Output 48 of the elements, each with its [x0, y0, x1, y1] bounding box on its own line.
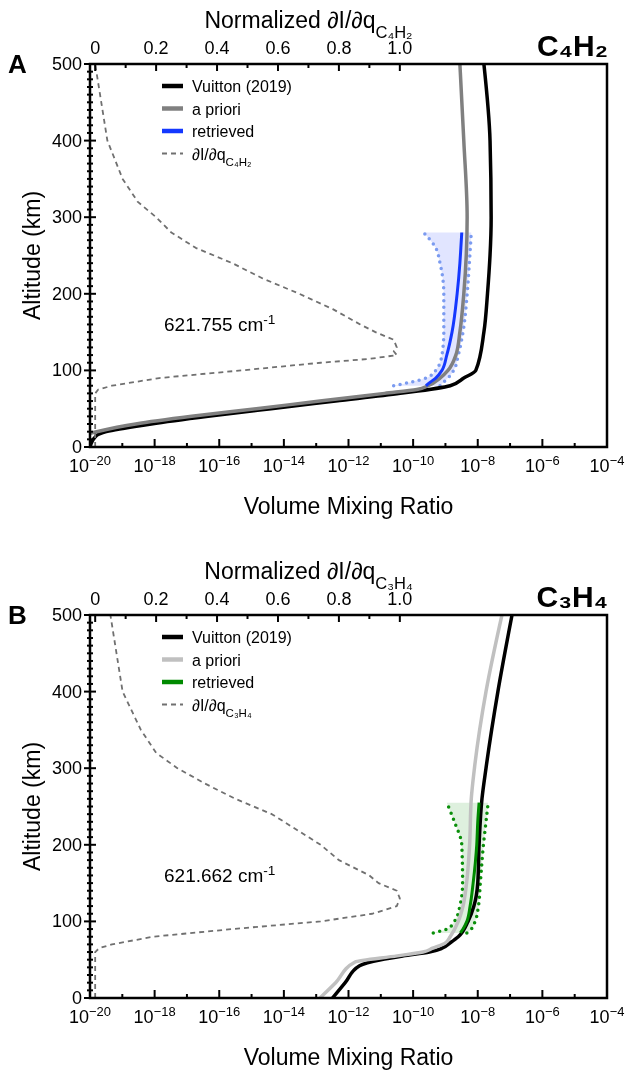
x-tick-label: 10$^{−4}$: [589, 452, 625, 476]
text: B: [8, 600, 27, 630]
legend-label: a priori: [192, 100, 241, 118]
x-tick-label: 10$^{−6}$: [524, 452, 560, 476]
x-tick-label: 10$^{−12}$: [327, 452, 370, 476]
y-tick-label: 400: [51, 681, 82, 702]
legend-label: a priori: [192, 651, 241, 669]
x2-tick-label: 0: [90, 38, 101, 58]
chart-title: C₄H₂: [537, 29, 608, 62]
x-tick-label: 10$^{−8}$: [460, 1003, 496, 1027]
legend-label: retrieved: [192, 674, 255, 691]
y-axis-title: Altitude (km): [19, 190, 45, 321]
x-tick-label: 10$^{−8}$: [460, 452, 496, 476]
x-tick-label: 10$^{−16}$: [198, 452, 241, 476]
legend-label: Vuitton (2019): [192, 78, 292, 95]
text: A: [8, 49, 27, 79]
x2-tick-label: 0.2: [143, 589, 169, 609]
x-tick-label: 10$^{−18}$: [133, 1003, 176, 1027]
x-tick-label: 10$^{−4}$: [589, 1003, 625, 1027]
x-axis-title: Volume Mixing Ratio: [243, 493, 454, 519]
annotation: 621.755 cm$^{-1}$: [164, 311, 276, 335]
y-tick-label: 100: [51, 911, 82, 932]
x-tick-label: 10$^{−18}$: [133, 452, 176, 476]
legend-label: ∂I/∂q$_{C₃H₄}$: [192, 696, 252, 719]
y-tick-label: 200: [51, 834, 82, 855]
y-tick-label: 400: [51, 130, 82, 151]
y-tick-label: 200: [51, 283, 82, 304]
x-tick-label: 10$^{−16}$: [198, 1003, 241, 1027]
y-tick-label: 500: [51, 54, 82, 74]
y-tick-label: 300: [51, 207, 82, 228]
y-tick-label: 500: [51, 605, 82, 625]
legend-label: Vuitton (2019): [192, 629, 292, 646]
x2-tick-label: 0: [90, 589, 101, 609]
y-tick-label: 100: [51, 360, 82, 381]
x-tick-label: 10$^{−10}$: [392, 452, 435, 476]
x2-tick-label: 0.2: [143, 38, 169, 58]
x-tick-label: 10$^{−14}$: [262, 1003, 305, 1027]
x-tick-label: 10$^{−10}$: [392, 1003, 435, 1027]
x-tick-label: 10$^{−12}$: [327, 1003, 370, 1027]
annotation: 621.662 cm$^{-1}$: [164, 862, 276, 886]
y-axis-title: Altitude (km): [19, 741, 45, 872]
legend-label: ∂I/∂q$_{C₄H₂}$: [192, 145, 252, 168]
x-axis-title: Volume Mixing Ratio: [243, 1044, 454, 1070]
x-tick-label: 10$^{−6}$: [524, 1003, 560, 1027]
x-tick-label: 10$^{−14}$: [262, 452, 305, 476]
legend-label: retrieved: [192, 123, 255, 140]
y-tick-label: 300: [51, 758, 82, 779]
chart-title: C₃H₄: [536, 580, 608, 613]
